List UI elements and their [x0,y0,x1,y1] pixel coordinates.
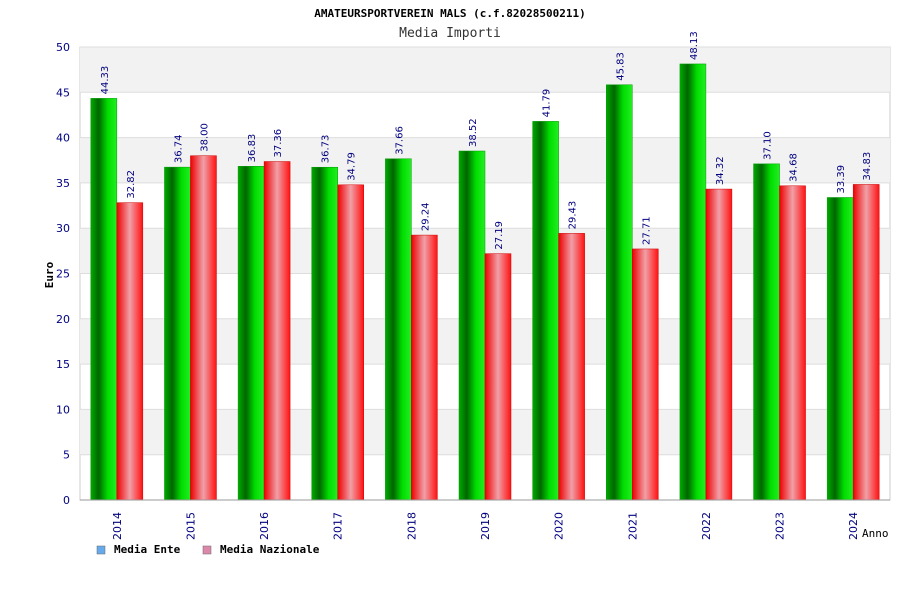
bars-layer [90,63,880,501]
chart-title: AMATEURSPORTVEREIN MALS (c.f.82028500211… [314,7,586,20]
data-label: 36.74 [173,134,184,163]
data-label: 36.73 [321,135,332,164]
bar-media-ente-2024 [826,197,854,501]
data-label: 41.79 [542,89,553,118]
data-label: 34.68 [789,153,800,182]
x-axis-label: Anno [862,527,889,540]
bar-media-nazionale-2021 [632,248,659,501]
data-label: 45.83 [615,52,626,81]
bar-media-ente-2022 [679,63,707,501]
x-tick-label: 2023 [774,512,787,540]
bar-media-nazionale-2015 [190,155,217,501]
bar-media-ente-2023 [753,163,780,501]
bar-media-nazionale-2016 [263,161,291,501]
x-tick-label: 2017 [332,512,345,540]
y-tick-label: 15 [56,358,70,371]
bar-media-ente-2019 [458,150,486,501]
data-label: 38.00 [199,123,210,152]
bar-media-nazionale-2024 [852,184,880,501]
data-label: 34.79 [347,152,358,181]
y-tick-label: 40 [56,132,70,145]
data-label: 37.10 [763,131,774,160]
bar-media-nazionale-2017 [337,184,364,501]
data-label: 36.83 [247,134,258,163]
bar-media-ente-2016 [237,166,265,501]
x-tick-label: 2021 [626,512,639,540]
y-tick-label: 35 [56,177,70,190]
data-label: 38.52 [468,118,479,147]
x-tick-label: 2022 [700,512,713,540]
data-label: 32.82 [126,170,137,199]
bar-media-nazionale-2014 [116,202,144,501]
x-tick-label: 2014 [111,512,124,540]
data-label: 34.83 [862,152,873,181]
bar-media-ente-2021 [606,84,633,501]
y-tick-label: 20 [56,313,70,326]
x-tick-label: 2016 [258,512,271,540]
bar-media-nazionale-2022 [705,188,733,501]
y-tick-label: 10 [56,403,70,416]
data-label: 29.43 [568,201,579,230]
data-label: 27.71 [641,216,652,245]
bar-media-ente-2020 [532,121,559,501]
y-tick-label: 0 [63,494,70,507]
bar-media-nazionale-2019 [484,253,512,501]
bar-media-nazionale-2018 [411,234,438,501]
legend-swatch-media-nazionale [202,545,212,555]
bar-media-ente-2014 [90,98,118,501]
y-tick-label: 25 [56,268,70,281]
bar-media-nazionale-2023 [779,185,806,501]
data-label: 37.36 [273,129,284,158]
data-label: 48.13 [689,31,700,60]
x-tick-label: 2019 [479,512,492,540]
data-label: 44.33 [100,66,111,95]
bar-media-ente-2017 [311,166,338,501]
data-label: 33.39 [836,165,847,194]
bar-media-nazionale-2020 [558,233,585,501]
data-label: 29.24 [420,202,431,231]
y-tick-label: 30 [56,222,70,235]
y-tick-label: 45 [56,86,70,99]
y-tick-label: 50 [56,41,70,54]
y-axis-label: Euro [43,261,56,288]
chart-subtitle: Media Importi [399,26,501,41]
legend: Media Ente Media Nazionale [96,543,320,556]
x-tick-label: 2024 [847,512,860,540]
legend-swatch-media-ente [96,545,106,555]
data-label: 34.32 [715,156,726,185]
x-tick-label: 2015 [184,512,197,540]
legend-label: Media Nazionale [220,543,320,556]
data-label: 27.19 [494,221,505,250]
grid-band [80,47,890,93]
legend-label: Media Ente [114,543,181,556]
data-label: 37.66 [394,126,405,155]
data-labels-layer: 44.33 32.82 36.74 38.00 36.83 37.36 36.73 34.79… [100,31,873,249]
y-tick-label: 5 [63,449,70,462]
bar-media-ente-2015 [164,166,191,501]
bar-media-ente-2018 [385,158,412,501]
x-tick-label: 2018 [405,512,418,540]
axis-layer: 0 5 10 15 20 25 30 35 40 45 50 2014 2015 2016 2017 2018… [56,41,890,540]
x-tick-label: 2020 [553,512,566,540]
